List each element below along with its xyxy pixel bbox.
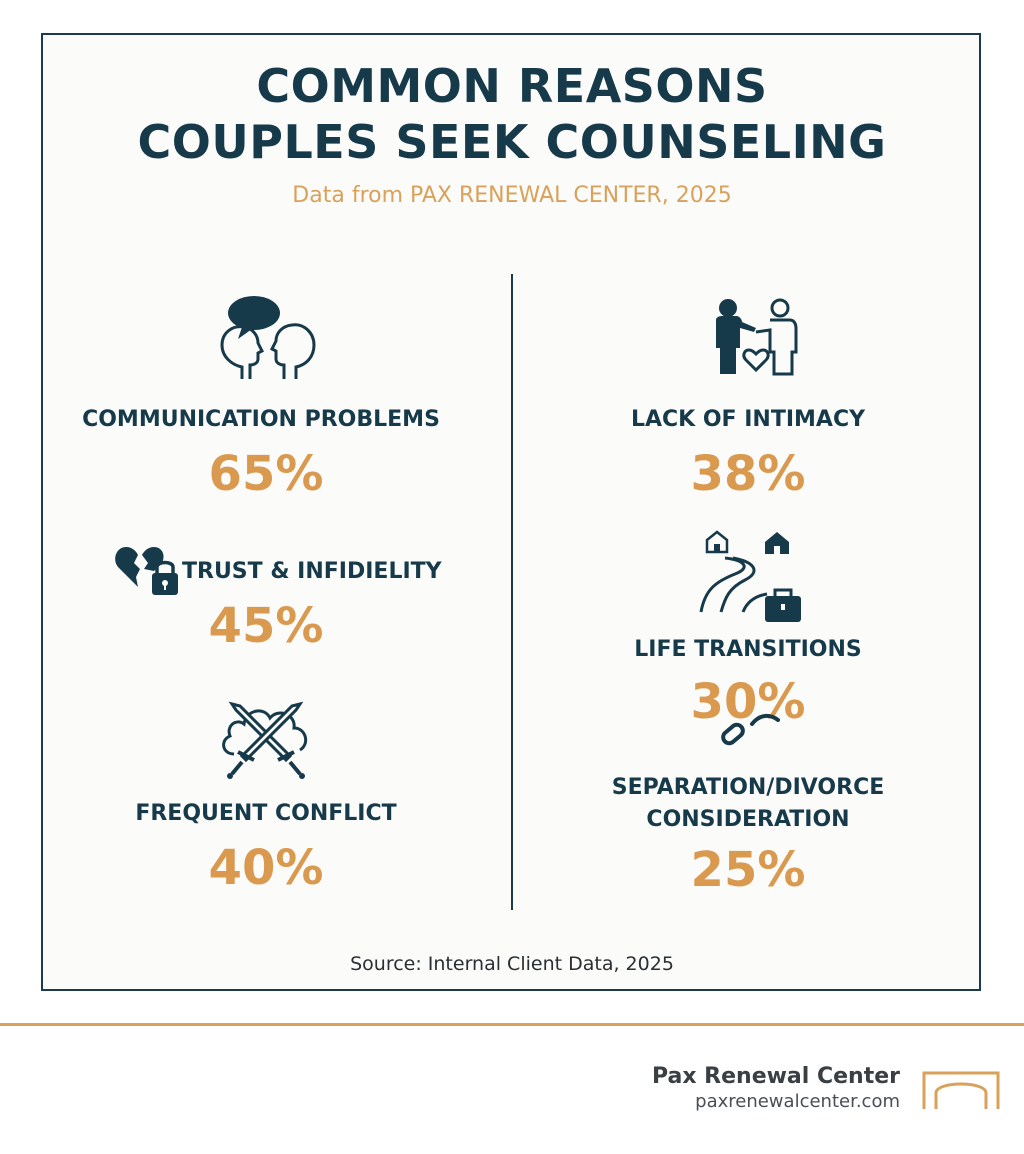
reason-label-intimacy: LACK OF INTIMACY <box>630 407 866 432</box>
column-divider <box>511 274 513 910</box>
brand-name: Pax Renewal Center <box>651 1064 900 1089</box>
reason-label-conflict: FREQUENT CONFLICT <box>135 801 397 826</box>
brand-url[interactable]: paxrenewalcenter.com <box>695 1091 900 1112</box>
page-title: COMMON REASONS COUPLES SEEK COUNSELING <box>0 58 1024 170</box>
couple-heart-icon <box>716 298 798 376</box>
reason-label-communication: COMMUNICATION PROBLEMS <box>82 407 440 432</box>
footer-rule <box>0 1023 1024 1026</box>
reason-label-transitions: LIFE TRANSITIONS <box>634 637 862 662</box>
subtitle: Data from PAX RENEWAL CENTER, 2025 <box>292 183 732 208</box>
reason-percent-trust: 45% <box>208 598 324 654</box>
title-line-2: COUPLES SEEK COUNSELING <box>137 115 887 169</box>
reason-percent-separation: 25% <box>690 842 806 898</box>
reason-label-trust: TRUST & INFIDIELITY <box>182 559 442 584</box>
reason-percent-conflict: 40% <box>208 840 324 896</box>
reason-label-separation-line2: CONSIDERATION <box>646 807 850 832</box>
reason-label-separation: SEPARATION/DIVORCE CONSIDERATION <box>573 772 923 836</box>
crossed-swords-icon <box>222 701 308 779</box>
source-note: Source: Internal Client Data, 2025 <box>350 953 674 975</box>
broken-chain-icon <box>721 713 780 746</box>
speech-heads-icon <box>220 296 316 379</box>
reason-percent-transitions: 30% <box>690 674 806 730</box>
road-houses-briefcase-icon <box>699 530 801 622</box>
arch-logo-icon <box>922 1071 1000 1109</box>
reason-percent-intimacy: 38% <box>690 446 806 502</box>
reason-label-separation-line1: SEPARATION/DIVORCE <box>611 775 885 800</box>
title-line-1: COMMON REASONS <box>256 59 768 113</box>
reason-percent-communication: 65% <box>208 446 324 502</box>
broken-heart-lock-icon <box>115 547 178 595</box>
